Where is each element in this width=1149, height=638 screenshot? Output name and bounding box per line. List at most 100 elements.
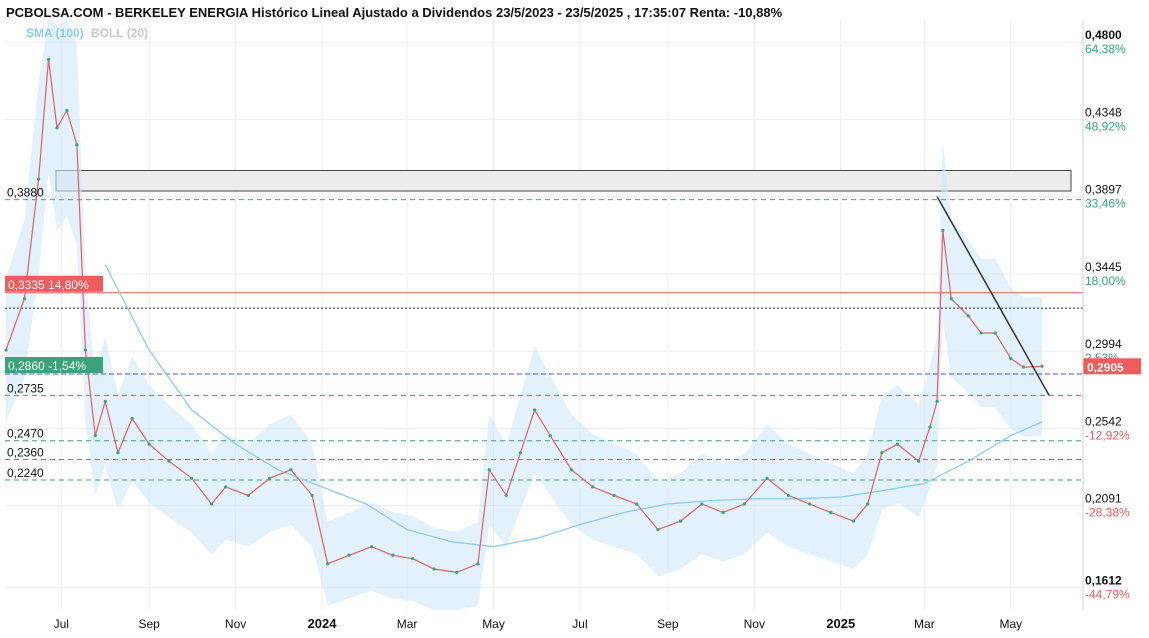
y-tick-price: 0,4800 <box>1085 28 1122 42</box>
price-point <box>411 557 415 561</box>
sma-line <box>104 264 1043 548</box>
x-tick-label: Sep <box>657 617 679 631</box>
price-point <box>289 468 293 472</box>
price-point <box>65 109 69 113</box>
x-tick-label: Nov <box>225 617 246 631</box>
price-point <box>1040 364 1044 368</box>
y-tick-price: 0,2091 <box>1085 492 1122 506</box>
price-point <box>147 442 151 446</box>
y-tick-price: 0,2542 <box>1085 414 1122 428</box>
y-tick-pct: -44,79% <box>1085 587 1130 601</box>
price-point <box>209 502 214 506</box>
price-point <box>130 416 134 421</box>
legend-boll[interactable]: BOLL (20) <box>90 26 149 40</box>
y-tick-pct: -12,92% <box>1085 428 1130 442</box>
price-point <box>880 451 884 455</box>
price-point <box>46 57 51 61</box>
price-point <box>432 567 436 571</box>
price-point <box>36 177 41 181</box>
price-point <box>83 348 87 352</box>
level-label: 0,3335 14,80% <box>8 278 89 292</box>
last-price-badge <box>1083 358 1141 375</box>
price-point <box>807 502 812 506</box>
price-point <box>4 348 8 352</box>
price-point <box>917 459 921 463</box>
x-tick-label: May <box>482 617 505 631</box>
level-label: 0,2735 <box>7 381 44 395</box>
price-point <box>391 553 395 557</box>
x-tick-label: May <box>999 617 1022 631</box>
y-tick-price: 0,4348 <box>1085 106 1122 120</box>
x-tick-label: Jul <box>54 617 69 631</box>
x-tick-label: Nov <box>744 617 765 631</box>
price-point <box>75 143 79 147</box>
price-line <box>5 59 1043 574</box>
resistance-zone <box>55 169 1072 192</box>
x-tick-label: Mar <box>914 617 935 631</box>
price-point <box>949 297 953 301</box>
price-point <box>103 399 107 403</box>
last-price-label: 0,2905 <box>1087 360 1124 374</box>
bollinger-band <box>6 20 1042 610</box>
level-badge <box>5 357 103 373</box>
x-tick-label: Mar <box>397 617 418 631</box>
price-point <box>224 485 228 489</box>
price-point <box>548 433 552 438</box>
price-point <box>116 451 120 455</box>
chart-legend: SMA (100) BOLL (20) <box>26 26 148 40</box>
price-point <box>569 468 574 472</box>
price-point <box>310 493 314 498</box>
y-tick-pct: 18,00% <box>1085 274 1126 288</box>
price-point <box>591 485 595 489</box>
price-point <box>635 502 639 506</box>
price-point <box>455 570 459 574</box>
trendline <box>936 196 1050 396</box>
y-tick-pct: 48,92% <box>1085 120 1126 134</box>
price-point <box>1009 357 1013 361</box>
level-label: 0,2240 <box>7 466 44 480</box>
x-tick-label: 2024 <box>308 616 338 631</box>
price-point <box>190 476 194 480</box>
price-point <box>246 493 250 498</box>
price-point <box>268 476 272 480</box>
price-point <box>487 468 491 472</box>
price-point <box>721 510 725 515</box>
price-point <box>941 228 945 232</box>
price-point <box>993 331 997 335</box>
price-point <box>829 510 833 515</box>
y-tick-pct: -28,38% <box>1085 506 1130 520</box>
price-point <box>765 476 769 480</box>
level-label: 0,3880 <box>7 186 44 200</box>
y-tick-pct: 33,46% <box>1085 197 1126 211</box>
price-point <box>742 502 746 506</box>
price-point <box>928 425 932 429</box>
price-point <box>656 528 660 532</box>
price-point <box>966 314 970 318</box>
price-point <box>1021 365 1026 369</box>
price-point <box>326 562 330 566</box>
y-tick-price: 0,3897 <box>1085 183 1122 197</box>
price-point <box>679 519 683 523</box>
price-point <box>504 493 508 498</box>
legend-sma[interactable]: SMA (100) <box>26 26 84 40</box>
price-point <box>935 399 939 403</box>
price-point <box>518 451 523 455</box>
price-point <box>55 126 59 130</box>
price-point <box>167 459 171 463</box>
level-badge <box>5 275 103 292</box>
x-tick-label: Sep <box>138 617 160 631</box>
x-tick-label: 2025 <box>826 616 855 631</box>
chart-title: PCBOLSA.COM - BERKELEY ENERGIA Histórico… <box>6 5 783 20</box>
level-label: 0,2860 -1,54% <box>8 359 86 373</box>
price-point <box>786 493 790 498</box>
y-tick-price: 0,3445 <box>1085 260 1122 274</box>
price-point <box>93 433 97 438</box>
price-point <box>866 502 870 506</box>
level-label: 0,2470 <box>7 427 44 441</box>
price-point <box>895 442 900 446</box>
price-point <box>22 297 27 301</box>
y-tick-price: 0,2994 <box>1085 337 1122 351</box>
y-tick-pct: 64,38% <box>1085 42 1126 56</box>
